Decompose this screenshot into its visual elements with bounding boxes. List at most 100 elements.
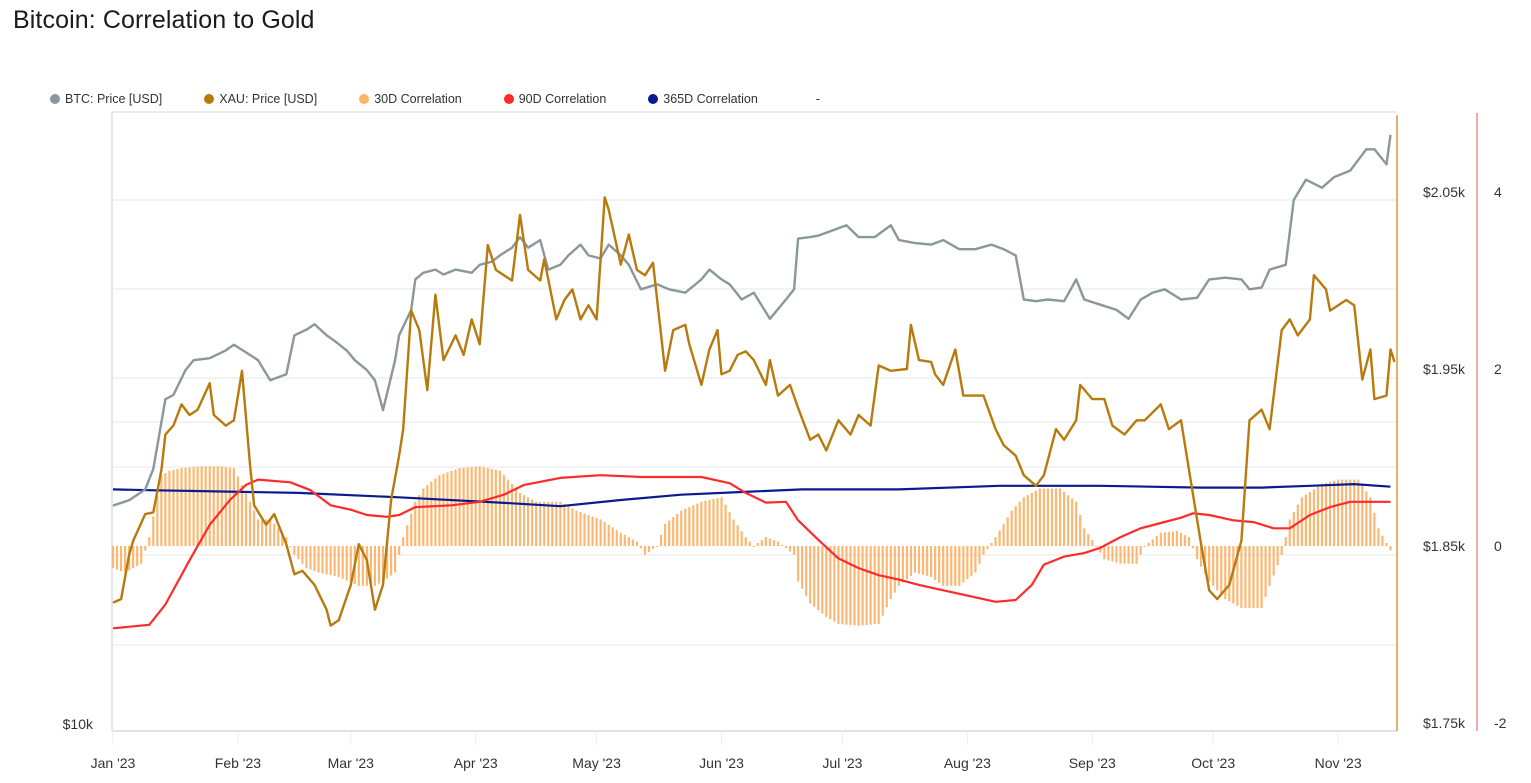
corr30-bar: [583, 513, 586, 546]
legend-item-90d[interactable]: 90D Correlation: [503, 92, 607, 106]
x-tick-label: Aug '23: [944, 755, 991, 771]
legend-item-xau[interactable]: XAU: Price [USD]: [204, 92, 317, 106]
corr30-bar: [293, 546, 296, 555]
corr30-bar: [1337, 479, 1340, 546]
corr30-bar: [1244, 546, 1247, 608]
corr30-bar: [381, 546, 385, 582]
corr30-bar: [192, 467, 195, 546]
corr30-bar: [414, 501, 417, 546]
corr30-bar: [164, 472, 167, 546]
corr30-bar: [659, 534, 663, 546]
corr30-bar: [744, 537, 747, 546]
corr30-bar: [958, 546, 961, 586]
corr30-bar: [184, 467, 187, 546]
corr30-bar: [676, 513, 679, 546]
corr-axis-label: 0: [1494, 538, 1502, 554]
corr30-bar: [325, 546, 328, 575]
corr30-bar: [821, 546, 824, 614]
corr30-bar: [1119, 546, 1122, 564]
legend-item-365d[interactable]: 365D Correlation: [648, 92, 758, 106]
corr30-bar: [925, 546, 929, 576]
corr30-bar: [285, 537, 288, 546]
corr30-bar: [1067, 495, 1070, 546]
corr30-bar: [825, 546, 828, 617]
legend-item-btc[interactable]: BTC: Price [USD]: [50, 92, 162, 106]
corr30-bar: [301, 546, 304, 564]
corr30-bar: [736, 525, 739, 546]
corr30-bars: [111, 466, 1392, 626]
corr30-bar: [611, 527, 614, 546]
corr30-bar: [990, 543, 993, 546]
corr30-bar: [200, 466, 203, 546]
corr30-bar: [1062, 491, 1066, 546]
corr30-bar: [1208, 546, 1211, 582]
corr30-bar: [692, 505, 695, 546]
corr30-bar: [494, 469, 497, 546]
corr30-bar: [1268, 546, 1271, 586]
corr30-bar: [466, 467, 469, 546]
corr30-bar: [647, 546, 651, 552]
corr30-bar: [1296, 504, 1299, 546]
corr30-bar: [700, 501, 703, 546]
corr30-bar: [337, 546, 340, 577]
corr30-bar: [1139, 546, 1142, 555]
corr30-bar: [462, 467, 465, 546]
corr30-bar: [426, 485, 429, 546]
corr30-bar: [813, 546, 816, 607]
series-line-xau: [112, 196, 1396, 627]
corr30-bar: [559, 501, 562, 546]
legend-label-365d: 365D Correlation: [663, 92, 758, 106]
corr30-bar: [1095, 546, 1098, 547]
corr30-bar: [1284, 537, 1287, 546]
corr30-bar: [748, 541, 751, 546]
legend-label-90d: 90D Correlation: [518, 92, 607, 106]
corr30-bar: [1002, 523, 1005, 546]
corr30-bar: [1167, 531, 1170, 546]
corr30-bar: [1316, 486, 1320, 546]
corr30-bar: [704, 500, 707, 546]
legend: BTC: Price [USD] XAU: Price [USD] 30D Co…: [50, 90, 820, 108]
corr30-bar: [1220, 546, 1223, 595]
corr30-bar: [531, 499, 534, 546]
corr-axis-label: 2: [1494, 361, 1502, 377]
corr30-bar: [123, 546, 127, 573]
corr30-bar: [418, 495, 421, 546]
corr30-bar: [643, 546, 647, 555]
corr30-bar: [357, 546, 360, 586]
corr30-bar: [563, 503, 566, 546]
corr30-bar: [909, 546, 913, 576]
x-tick-label: Jan '23: [91, 755, 136, 771]
corr30-bar: [1155, 536, 1158, 546]
corr30-bar: [680, 510, 683, 546]
corr30-bar: [849, 546, 852, 625]
corr30-bar: [801, 546, 804, 589]
corr30-bar: [954, 546, 957, 586]
corr30-bar: [506, 479, 510, 546]
corr30-bar: [248, 501, 252, 546]
corr30-bar: [857, 546, 860, 626]
corr30-bar: [1022, 497, 1025, 546]
corr30-bar: [1075, 501, 1078, 546]
corr30-bar: [780, 544, 784, 546]
corr30-bar: [829, 546, 832, 620]
corr30-bar: [168, 470, 171, 546]
corr30-bar: [176, 469, 179, 546]
corr30-bar: [305, 546, 308, 569]
corr30-bar: [1159, 532, 1162, 546]
corr30-bar: [470, 467, 473, 546]
legend-dot-365d: [648, 94, 659, 104]
corr30-bar: [655, 546, 659, 547]
corr30-bar: [1381, 535, 1384, 546]
corr30-bar: [1179, 533, 1183, 546]
corr30-bar: [1216, 546, 1219, 591]
corr30-bar: [1232, 546, 1235, 604]
corr30-bar: [539, 501, 542, 546]
corr30-bar: [510, 484, 514, 546]
corr30-bar: [490, 469, 493, 546]
corr30-bar: [1183, 535, 1187, 546]
legend-dot-xau: [204, 94, 215, 104]
corr30-bar: [502, 475, 506, 546]
corr30-bar: [575, 510, 578, 546]
x-tick-label: Feb '23: [215, 755, 261, 771]
legend-item-30d[interactable]: 30D Correlation: [359, 92, 462, 106]
